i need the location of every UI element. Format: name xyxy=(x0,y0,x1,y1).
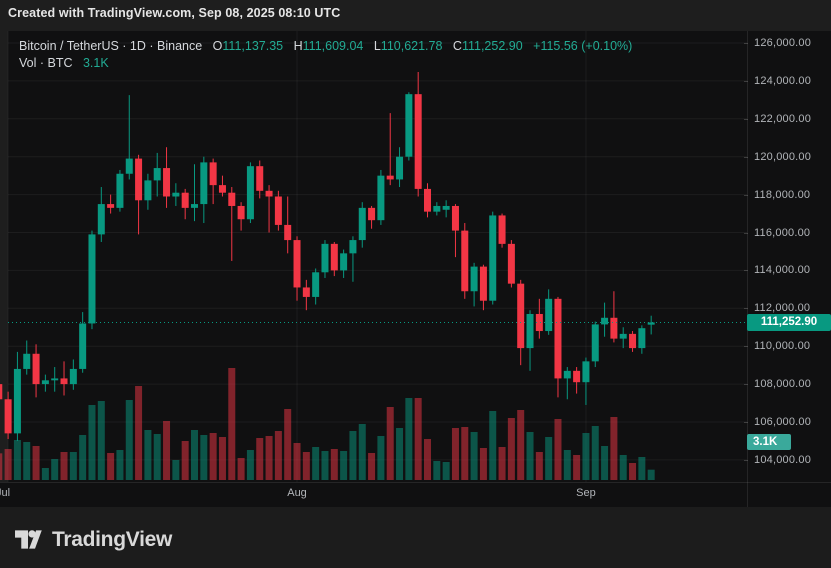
symbol-title[interactable]: Bitcoin / TetherUS · 1D · Binance xyxy=(19,39,203,53)
left-margin xyxy=(0,31,8,482)
legend-row-volume: Vol · BTC 3.1K xyxy=(19,55,632,72)
legend: Bitcoin / TetherUS · 1D · Binance O111,1… xyxy=(19,38,632,72)
price-axis-tick xyxy=(744,308,748,310)
open-value: 111,137.35 xyxy=(222,39,284,53)
tradingview-logo[interactable]: TradingView xyxy=(13,527,172,552)
volume-value: 3.1K xyxy=(82,56,109,70)
time-axis-label: Jul xyxy=(0,487,11,499)
price-axis-label: 110,000.00 xyxy=(754,340,811,353)
price-axis-label: 118,000.00 xyxy=(754,188,811,201)
price-axis-tick xyxy=(744,80,748,82)
price-axis-label: 104,000.00 xyxy=(754,453,812,466)
candlestick-chart[interactable] xyxy=(0,31,831,507)
low-value: 110,621.78 xyxy=(380,39,443,53)
price-axis-label: 126,000.00 xyxy=(754,37,812,49)
time-axis[interactable]: Jul Aug Sep xyxy=(0,483,831,507)
price-axis-tick xyxy=(744,346,748,348)
price-axis-tick xyxy=(744,194,748,196)
price-axis-label: 114,000.00 xyxy=(754,264,811,277)
last-price-badge: 111,252.90 xyxy=(747,313,831,331)
price-axis-label: 116,000.00 xyxy=(754,226,811,239)
price-axis-tick xyxy=(744,43,748,44)
low-label: L xyxy=(373,39,381,53)
close-label: C xyxy=(452,39,462,53)
price-axis-separator xyxy=(747,31,748,507)
price-axis[interactable]: 111,252.90 3.1K 126,000.00 124,000.00 122,… xyxy=(744,31,831,482)
price-axis-tick xyxy=(744,459,748,461)
price-axis-tick xyxy=(744,118,748,120)
time-axis-label: Sep xyxy=(576,487,596,499)
volume-bars xyxy=(0,368,655,480)
close-value: 111,252.90 xyxy=(461,39,523,53)
price-axis-label: 112,000.00 xyxy=(754,302,811,315)
price-axis-label: 124,000.00 xyxy=(754,74,812,87)
change-value: +115.56 (+0.10%) xyxy=(533,39,633,53)
time-axis-label: Aug xyxy=(287,487,307,499)
price-axis-tick xyxy=(744,270,748,272)
price-axis-tick xyxy=(744,422,748,423)
price-axis-tick xyxy=(744,156,748,158)
volume-badge: 3.1K xyxy=(747,433,791,450)
price-axis-label: 108,000.00 xyxy=(754,378,812,391)
price-axis-label: 122,000.00 xyxy=(754,112,812,125)
price-axis-tick xyxy=(744,384,748,386)
price-axis-label: 106,000.00 xyxy=(754,416,812,428)
tradingview-logo-text: TradingView xyxy=(52,527,173,551)
attribution-text: Created with TradingView.com, Sep 08, 20… xyxy=(8,6,341,20)
chart-region: Bitcoin / TetherUS · 1D · Binance O111,1… xyxy=(0,31,831,507)
footer: TradingView xyxy=(0,507,831,568)
time-axis-separator xyxy=(0,482,831,483)
price-axis-tick xyxy=(744,232,748,234)
legend-row-symbol: Bitcoin / TetherUS · 1D · Binance O111,1… xyxy=(19,38,632,55)
volume-label: Vol · BTC xyxy=(19,56,73,70)
candles xyxy=(0,71,655,441)
open-label: O xyxy=(212,39,223,53)
high-value: 111,609.04 xyxy=(302,39,364,53)
tradingview-logo-icon xyxy=(15,530,42,549)
price-axis-label: 120,000.00 xyxy=(754,150,812,163)
grid-lines xyxy=(7,31,747,482)
high-label: H xyxy=(293,39,303,53)
